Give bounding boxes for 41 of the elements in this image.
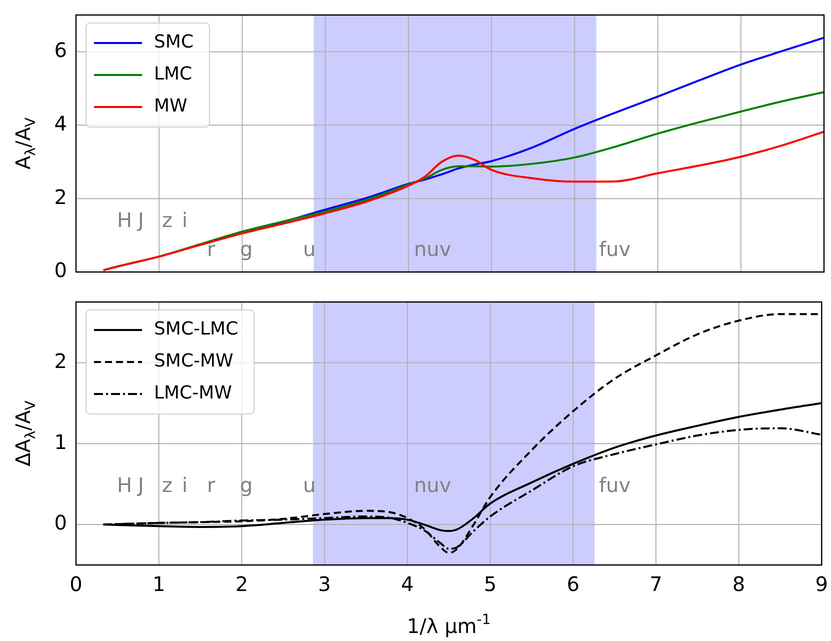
y-tick-label: 1	[54, 430, 67, 454]
legend-label: MW	[154, 96, 188, 117]
x-tick-label: 8	[732, 572, 746, 596]
x-tick-label: 5	[484, 572, 497, 596]
annotation: r	[207, 237, 216, 261]
legend-label: LMC-MW	[154, 382, 232, 404]
legend-label: LMC	[154, 64, 192, 85]
x-tick-label: 1	[152, 572, 166, 596]
annotation: z	[162, 473, 172, 497]
x-tick-label: 9	[815, 572, 828, 596]
x-tick-label: 2	[235, 572, 248, 596]
annotation: nuv	[414, 473, 452, 497]
y-tick-label: 2	[54, 184, 67, 209]
annotation: i	[182, 473, 188, 497]
x-tick-label: 3	[318, 572, 331, 596]
annotation: J	[136, 208, 144, 232]
y-tick-label: 0	[54, 510, 67, 535]
x-tick-label: 7	[650, 572, 662, 596]
y-axis-title: ΔAλ/AV	[11, 400, 39, 466]
annotation: u	[303, 473, 316, 497]
legend-label: SMC-MW	[154, 350, 234, 372]
annotation: fuv	[599, 473, 631, 497]
x-tick-label: 0	[70, 572, 82, 596]
y-axis-title: Aλ/AV	[11, 117, 39, 170]
annotation: fuv	[599, 237, 631, 261]
annotation: J	[136, 473, 144, 497]
y-tick-label: 4	[54, 111, 67, 136]
y-tick-label: 6	[54, 38, 67, 62]
annotation: z	[162, 208, 172, 232]
x-tick-label: 4	[401, 572, 414, 596]
annotation: i	[182, 208, 188, 232]
legend-label: SMC	[154, 32, 194, 53]
annotation: H	[117, 473, 132, 497]
x-tick-label: 6	[566, 572, 580, 596]
annotation: nuv	[414, 237, 452, 261]
annotation: H	[117, 208, 132, 232]
annotation: r	[207, 473, 216, 497]
y-tick-label: 2	[54, 348, 67, 373]
y-tick-label: 0	[54, 258, 67, 282]
legend-label: SMC-LMC	[154, 318, 238, 340]
annotation: u	[303, 237, 316, 261]
